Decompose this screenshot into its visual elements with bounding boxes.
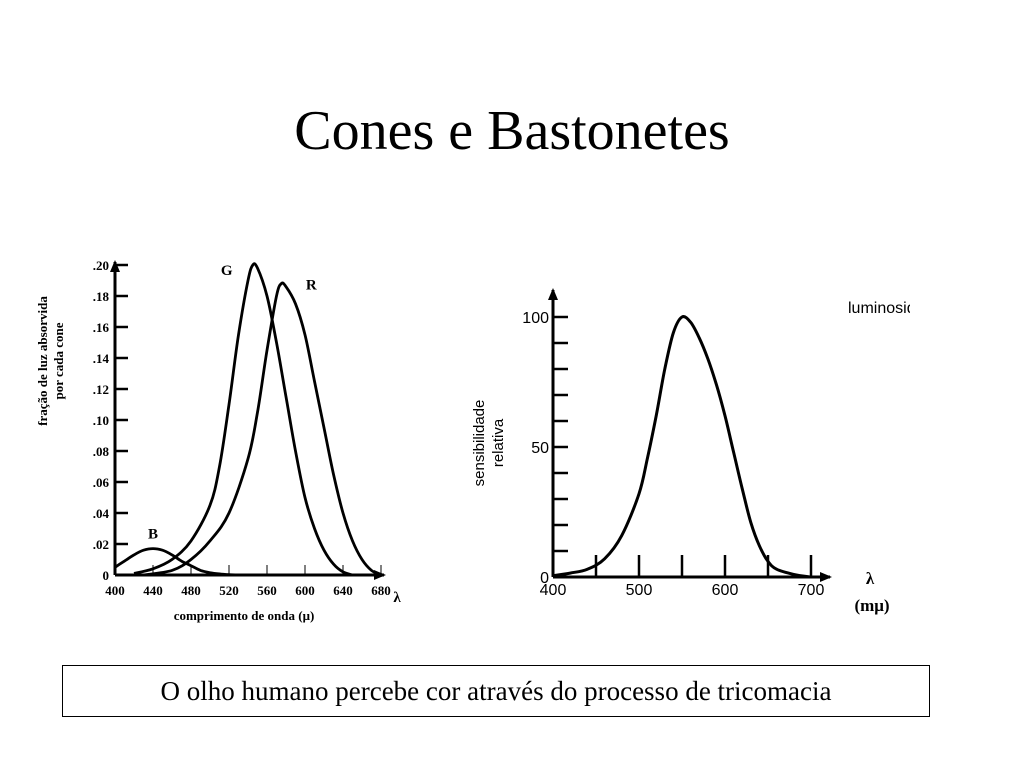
cone-chart-y-tick-label: .12 — [93, 382, 109, 397]
cone-chart-x-tick-label: 640 — [333, 583, 353, 598]
luminosity-curve — [552, 315, 812, 579]
luminosity-chart-x-tick-label: 600 — [712, 582, 739, 599]
cone-chart-y-ticks: 0 .02 .04 .06 .08 .10 .12 .14 .16 .18 .20 — [93, 258, 128, 583]
cone-chart-x-tick-label: 520 — [219, 583, 239, 598]
cone-chart-x-tick-label: 400 — [105, 583, 125, 598]
cone-chart-y-tick-label: .06 — [93, 475, 110, 490]
luminosity-chart-x-unit: (mμ) — [854, 596, 889, 615]
luminosity-chart-x-arrow — [820, 572, 832, 582]
luminosity-chart-y-label-line-2: relativa — [490, 418, 507, 467]
cone-chart-x-tick-label: 560 — [257, 583, 277, 598]
cone-chart-y-tick-label: .04 — [93, 506, 110, 521]
cone-chart-x-tick-label: 680 — [371, 583, 391, 598]
cone-chart-y-tick-label: .02 — [93, 537, 109, 552]
luminosity-series-label: luminosidade — [848, 300, 910, 317]
cone-chart-x-ticks: 400 440 480 520 560 600 640 680 — [105, 565, 391, 598]
cone-chart-y-tick-label: 0 — [103, 568, 110, 583]
cone-chart-y-tick-label: .18 — [93, 289, 110, 304]
cone-chart-y-tick-label: .14 — [93, 351, 110, 366]
luminosity-chart-y-ticks: 0 50 100 — [522, 310, 568, 587]
luminosity-chart-x-tick-label: 500 — [626, 582, 653, 599]
luminosity-chart: 0 50 100 400 500 600 700 sensibilidade relati… — [471, 288, 910, 615]
cone-chart-y-tick-label: .08 — [93, 444, 110, 459]
luminosity-chart-y-arrow — [548, 288, 558, 300]
cone-chart-y-label-line-1: fração de luz absorvida — [35, 296, 50, 426]
luminosity-chart-x-ticks: 400 500 600 700 — [540, 555, 825, 599]
luminosity-chart-y-tick-label: 0 — [540, 570, 549, 587]
cone-chart-y-label-line-2: por cada cone — [51, 322, 66, 399]
luminosity-chart-x-tick-label: 400 — [540, 582, 567, 599]
cone-chart-y-tick-label: .10 — [93, 413, 109, 428]
luminosity-chart-y-tick-label: 50 — [531, 440, 549, 457]
cone-curve-r — [143, 281, 382, 577]
cone-curve-label-r: R — [306, 278, 317, 294]
luminosity-chart-axes — [548, 288, 832, 582]
caption-text: O olho humano percebe cor através do pro… — [160, 676, 832, 706]
caption-box: O olho humano percebe cor através do pro… — [62, 665, 930, 717]
cone-chart-x-tick-label: 600 — [295, 583, 315, 598]
luminosity-chart-y-tick-label: 100 — [522, 310, 549, 327]
cone-curve-b — [114, 547, 239, 577]
slide-title: Cones e Bastonetes — [294, 100, 730, 162]
cone-curve-g — [133, 262, 353, 577]
cone-chart-lambda-symbol: λ — [393, 590, 401, 606]
cone-chart-x-tick-label: 440 — [143, 583, 163, 598]
cone-chart-series: B G R — [114, 262, 382, 577]
luminosity-chart-series — [552, 315, 812, 579]
cone-chart-x-label: comprimento de onda (μ) — [174, 608, 315, 623]
cone-curve-label-g: G — [221, 263, 233, 279]
cone-chart-x-tick-label: 480 — [181, 583, 201, 598]
luminosity-chart-lambda-symbol: λ — [866, 569, 875, 588]
luminosity-chart-y-label-line-1: sensibilidade — [471, 400, 488, 487]
cone-chart-y-tick-label: .16 — [93, 320, 110, 335]
cone-chart-y-tick-label: .20 — [93, 258, 109, 273]
luminosity-chart-x-tick-label: 700 — [798, 582, 825, 599]
cone-absorption-chart: 0 .02 .04 .06 .08 .10 .12 .14 .16 .18 .20 400 440 48… — [35, 258, 401, 623]
cone-curve-label-b: B — [148, 527, 158, 543]
